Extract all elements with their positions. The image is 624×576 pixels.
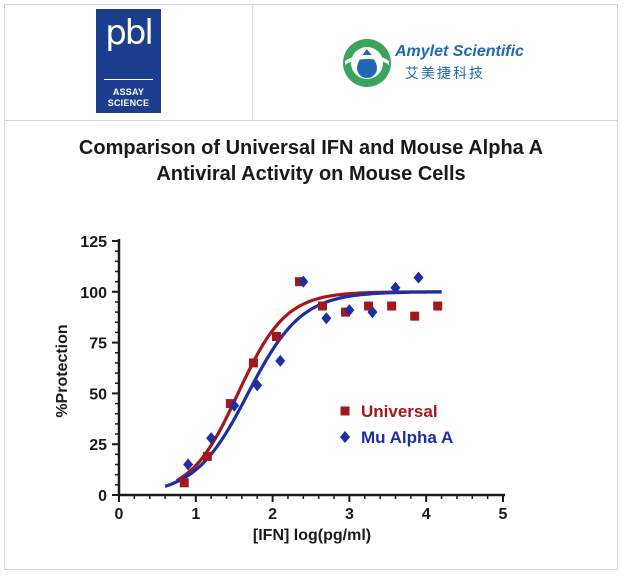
x-axis-title: [IFN] log(pg/ml) <box>253 527 371 544</box>
chart-title: Comparison of Universal IFN and Mouse Al… <box>5 135 617 187</box>
legend-label-mu-alpha-a: Mu Alpha A <box>361 428 453 447</box>
amylet-logo-name: Amylet Scientific <box>395 43 524 60</box>
data-point-mu-alpha-a <box>206 432 217 445</box>
data-point-universal <box>318 301 328 311</box>
x-tick-label: 3 <box>345 506 354 523</box>
chart-title-line1: Comparison of Universal IFN and Mouse Al… <box>78 137 544 159</box>
data-point-universal <box>202 451 212 461</box>
data-point-mu-alpha-a <box>367 306 378 319</box>
x-tick-label: 0 <box>115 506 124 523</box>
data-point-mu-alpha-a <box>413 271 424 284</box>
fit-curve-universal <box>175 290 442 483</box>
y-tick-label: 75 <box>89 336 107 353</box>
x-tick-label: 1 <box>191 506 200 523</box>
data-point-mu-alpha-a <box>298 275 309 288</box>
pbl-logo: pbl ASSAY SCIENCE <box>96 9 161 113</box>
data-point-universal <box>387 301 397 311</box>
figure-frame: pbl ASSAY SCIENCE Amylet Scientific 艾美捷科… <box>4 4 618 570</box>
pbl-logo-line2: SCIENCE <box>107 98 150 108</box>
data-point-mu-alpha-a <box>252 379 263 392</box>
y-tick-label: 100 <box>80 285 107 302</box>
data-point-universal <box>271 332 281 342</box>
legend-marker-mu-alpha-a <box>340 431 350 443</box>
data-point-mu-alpha-a <box>183 458 194 471</box>
pbl-logo-cell: pbl ASSAY SCIENCE <box>5 5 253 121</box>
amylet-logo-icon <box>343 39 391 87</box>
x-tick-label: 2 <box>268 506 277 523</box>
pbl-logo-line1: ASSAY <box>112 87 145 97</box>
legend-marker-universal <box>340 406 350 416</box>
data-point-universal <box>225 399 235 409</box>
data-points <box>179 271 443 488</box>
legend: Universal Mu Alpha A <box>340 402 453 447</box>
amylet-logo-cell: Amylet Scientific 艾美捷科技 <box>253 5 617 121</box>
data-point-universal <box>248 358 258 368</box>
y-axis-title: %Protection <box>54 324 71 417</box>
data-point-mu-alpha-a <box>275 354 286 367</box>
data-point-universal <box>179 478 189 488</box>
data-point-mu-alpha-a <box>390 281 401 294</box>
y-tick-label: 50 <box>89 386 107 403</box>
x-tick-label: 5 <box>499 506 508 523</box>
amylet-logo-chinese: 艾美捷科技 <box>405 66 485 82</box>
legend-label-universal: Universal <box>361 402 438 421</box>
logo-row: pbl ASSAY SCIENCE Amylet Scientific 艾美捷科… <box>5 5 617 121</box>
x-tick-label: 4 <box>422 506 431 523</box>
data-point-mu-alpha-a <box>229 399 240 412</box>
y-tick-label: 0 <box>98 488 107 505</box>
pbl-logo-mark: pbl <box>105 13 154 53</box>
y-tick-label: 25 <box>89 437 107 454</box>
data-point-mu-alpha-a <box>321 312 332 325</box>
data-point-mu-alpha-a <box>344 304 355 317</box>
y-tick-label: 125 <box>80 234 107 251</box>
data-point-universal <box>433 301 443 311</box>
data-point-universal <box>364 301 374 311</box>
pbl-logo-rule <box>104 79 153 80</box>
data-point-universal <box>410 311 420 321</box>
data-point-universal <box>341 307 351 317</box>
chart-title-line2: Antiviral Activity on Mouse Cells <box>156 163 466 185</box>
